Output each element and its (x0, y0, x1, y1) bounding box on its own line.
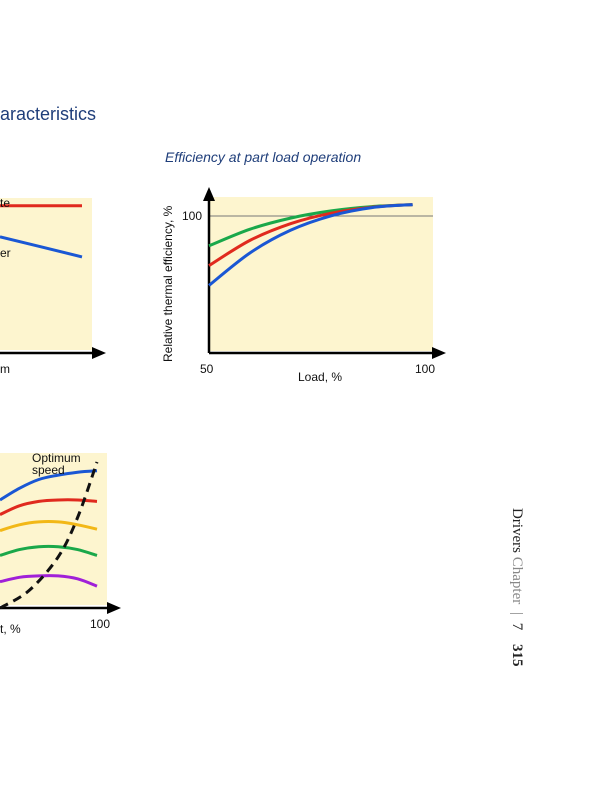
y-tick-label: 100 (182, 209, 202, 223)
series-line (0, 520, 98, 533)
runner-chapter: Chapter (509, 556, 525, 605)
chart-top-left-x-arrow (92, 347, 106, 359)
optimum-speed-dashed-line (0, 461, 99, 610)
annotation-speed: speed (32, 463, 65, 477)
x-axis-label: t, % (0, 622, 21, 636)
chart-top-left: te er m (0, 196, 106, 376)
series-line (0, 498, 98, 516)
plot-panel (209, 197, 433, 351)
annotation-optimum: Optimum (32, 451, 81, 465)
series-line (0, 574, 98, 588)
runner-chapter-number: 7 (509, 622, 525, 631)
chart-bottom-left-x-arrow (107, 602, 121, 614)
y-axis-label: Relative thermal efficiency, % (161, 205, 175, 362)
series-line (208, 203, 413, 287)
chart-top-left-panel (0, 198, 92, 350)
y-axis-arrow (203, 187, 215, 201)
chart-title-efficiency: Efficiency at part load operation (165, 149, 362, 165)
page-title: aracteristics (0, 104, 97, 124)
chart-efficiency: 100 50 100 Load, % Relative thermal effi… (161, 187, 446, 384)
x-axis-arrow (432, 347, 446, 359)
chart-bottom-left-panel (0, 453, 107, 605)
legend-label: er (0, 246, 11, 260)
series-line (0, 544, 98, 557)
page-runner: Drivers Chapter | 7 315 (503, 508, 533, 708)
x-axis-label: m (0, 362, 10, 376)
series-line (0, 235, 83, 259)
x-axis-label: Load, % (298, 370, 342, 384)
legend-label: te (0, 196, 10, 210)
runner-separator: | (509, 611, 525, 615)
runner-section: Drivers (509, 508, 525, 553)
x-tick-label: 50 (200, 362, 214, 376)
runner-text: Drivers Chapter | 7 315 (508, 508, 525, 667)
x-tick-label: 100 (415, 362, 435, 376)
chart-bottom-left: Optimum speed 100 t, % (0, 451, 121, 636)
page-number: 315 (509, 644, 525, 667)
series-line (0, 469, 98, 502)
x-tick-label: 100 (90, 617, 110, 631)
